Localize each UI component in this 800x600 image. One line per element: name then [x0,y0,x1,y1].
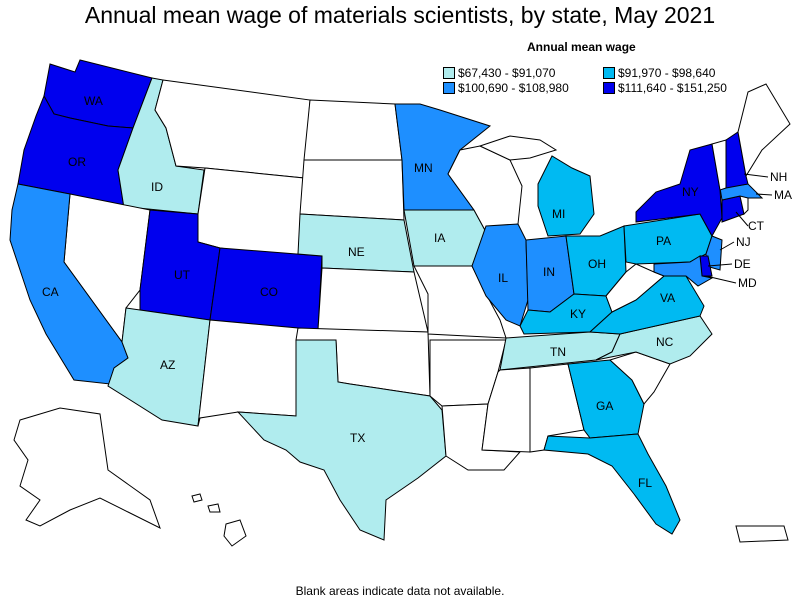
legend-item-tier-1: $67,430 - $91,070 [443,66,555,80]
map-title: Annual mean wage of materials scientists… [84,2,716,28]
state-label-nc: NC [656,335,674,349]
state-nh[interactable] [725,131,749,189]
legend-label: $67,430 - $91,070 [458,66,556,80]
state-label-il: IL [498,271,508,285]
footnote: Blank areas indicate data not available. [295,584,505,598]
state-label-pa: PA [656,234,671,248]
legend-swatch [443,67,455,79]
state-label-ca: CA [42,285,59,299]
state-sd[interactable] [299,159,405,221]
legend-label: $100,690 - $108,980 [458,81,569,95]
state-hi-island[interactable] [207,503,221,513]
state-label-tn: TN [550,345,566,359]
legend-swatch [603,82,615,94]
state-wi[interactable] [447,145,523,233]
state-fl[interactable] [543,433,681,535]
state-label-az: AZ [160,358,175,372]
state-label-ma: MA [774,188,792,202]
state-pr[interactable] [735,525,789,543]
state-label-wa: WA [84,94,103,108]
state-label-or: OR [68,155,86,169]
state-label-in: IN [543,265,555,279]
state-tx[interactable] [236,339,447,541]
state-wy[interactable] [197,167,305,259]
legend-title: Annual mean wage [527,40,636,54]
state-nj[interactable] [705,235,723,271]
state-mi-upper[interactable] [478,135,558,161]
state-label-co: CO [260,285,278,299]
state-label-de: DE [734,257,751,271]
state-label-id: ID [151,180,163,194]
state-label-ct: CT [748,219,765,233]
state-label-mi: MI [552,207,565,221]
state-label-ut: UT [174,268,191,282]
state-mi[interactable] [537,155,595,237]
state-label-nj: NJ [736,235,751,249]
state-md[interactable] [653,255,714,287]
state-ak[interactable] [13,407,161,530]
state-label-ky: KY [570,307,586,321]
state-label-va: VA [660,291,675,305]
state-label-fl: FL [638,476,652,490]
state-me[interactable] [737,83,791,178]
state-label-md: MD [738,276,757,290]
state-nc[interactable] [595,315,713,365]
state-label-ne: NE [348,245,365,259]
state-label-nh: NH [770,170,787,184]
state-nm[interactable] [197,319,299,427]
legend-item-tier-3: $100,690 - $108,980 [443,81,569,95]
state-label-ia: IA [434,231,445,245]
legend-swatch [603,67,615,79]
state-ks[interactable] [317,267,429,333]
legend-item-tier-4: $111,640 - $151,250 [603,81,727,95]
state-label-tx: TX [350,431,365,445]
legend-label: $111,640 - $151,250 [618,81,727,95]
legend-label: $91,970 - $98,640 [618,66,716,80]
label-leader-lines [705,173,773,284]
legend-swatch [443,82,455,94]
state-label-ga: GA [596,399,613,413]
state-hi-island[interactable] [191,493,203,503]
state-mt[interactable] [154,79,311,179]
state-label-mn: MN [414,161,433,175]
state-nd[interactable] [303,99,403,161]
state-hi[interactable] [223,519,247,547]
state-label-oh: OH [588,257,606,271]
legend-item-tier-2: $91,970 - $98,640 [603,66,715,80]
state-label-ny: NY [682,185,699,199]
